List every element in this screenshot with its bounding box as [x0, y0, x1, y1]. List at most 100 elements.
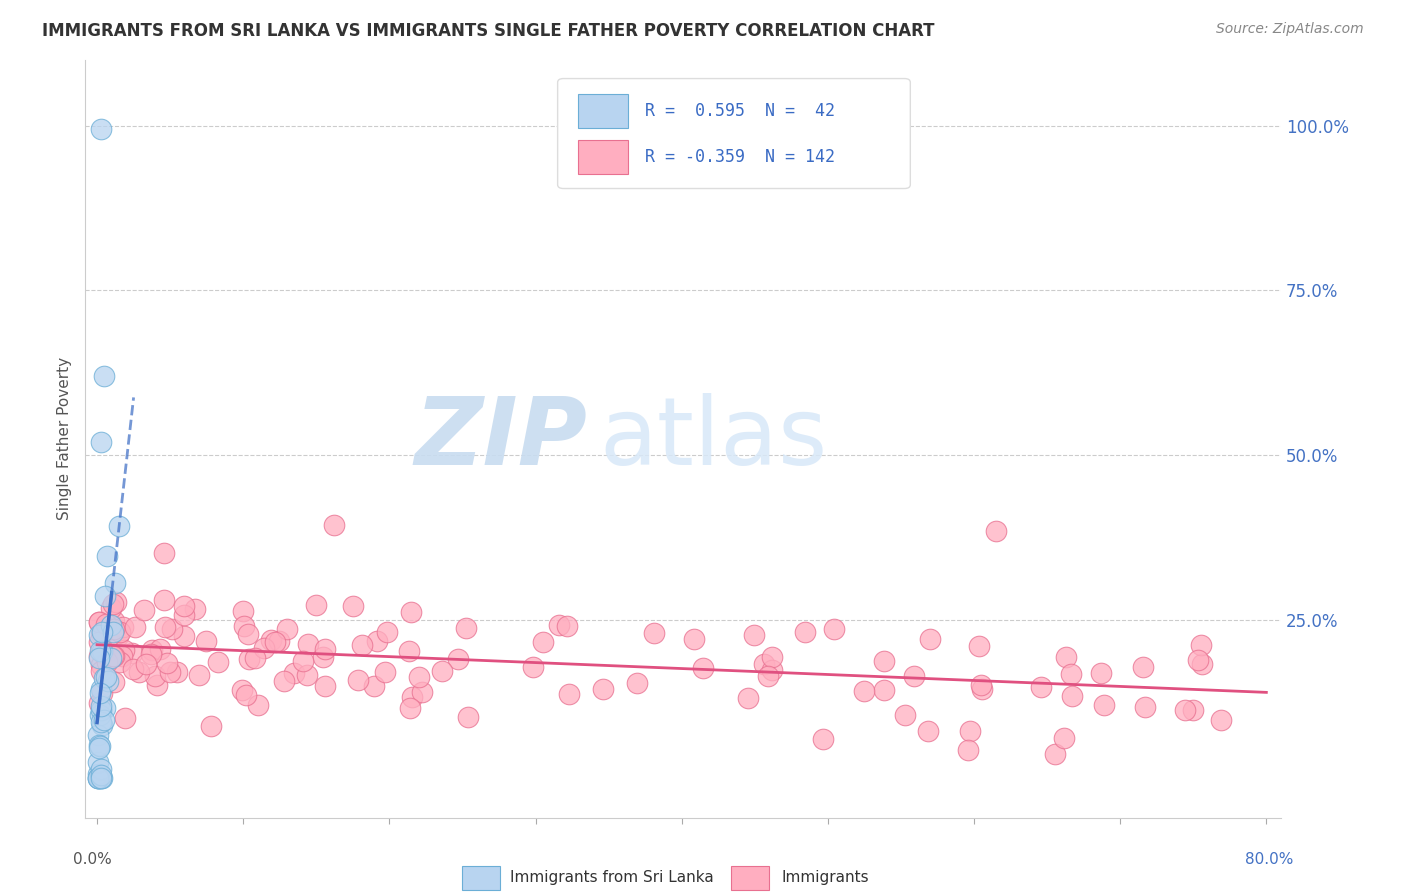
Point: [90, 435, 112, 450]
Point: [235, 688, 257, 702]
Point: [957, 743, 980, 757]
Point: [894, 708, 917, 723]
Point: [430, 664, 453, 678]
Point: [103, 622, 125, 636]
Point: [87, 772, 110, 786]
Point: [146, 678, 169, 692]
Text: atlas: atlas: [599, 392, 828, 484]
Point: [761, 650, 783, 665]
Point: [245, 650, 267, 665]
Point: [90, 768, 112, 782]
Point: [108, 625, 131, 640]
Point: [90, 121, 112, 136]
Point: [101, 643, 124, 657]
Point: [852, 683, 875, 698]
Point: [90, 772, 112, 786]
Point: [93, 713, 115, 727]
Point: [207, 655, 229, 669]
Point: [1182, 703, 1205, 717]
Point: [107, 629, 129, 643]
Point: [90, 718, 112, 732]
Point: [457, 710, 479, 724]
Point: [959, 724, 981, 739]
Point: [238, 652, 260, 666]
Point: [408, 670, 430, 684]
Y-axis label: Single Father Poverty: Single Father Poverty: [58, 357, 72, 520]
Text: Immigrants: Immigrants: [782, 871, 869, 886]
Point: [314, 679, 336, 693]
Point: [692, 660, 714, 674]
Point: [93, 671, 115, 685]
Point: [643, 625, 665, 640]
Point: [352, 638, 374, 652]
Point: [108, 519, 131, 533]
Point: [297, 637, 319, 651]
Text: 80.0%: 80.0%: [1244, 852, 1294, 867]
Point: [101, 648, 124, 663]
Point: [114, 711, 136, 725]
Point: [91, 646, 114, 660]
Point: [89, 739, 111, 753]
Point: [253, 640, 276, 655]
Point: [91, 625, 114, 640]
Point: [87, 766, 110, 780]
Point: [148, 642, 170, 657]
Bar: [463, 866, 501, 890]
Point: [1187, 653, 1209, 667]
Point: [128, 665, 150, 680]
Point: [111, 648, 134, 663]
Point: [155, 657, 177, 671]
Point: [90, 681, 112, 696]
Text: Source: ZipAtlas.com: Source: ZipAtlas.com: [1216, 22, 1364, 37]
Bar: [578, 140, 628, 174]
Point: [94, 670, 117, 684]
Point: [232, 618, 254, 632]
Point: [103, 649, 125, 664]
Point: [91, 772, 114, 786]
Point: [90, 772, 112, 786]
Point: [737, 691, 759, 706]
Point: [89, 685, 111, 699]
Point: [399, 701, 422, 715]
Point: [682, 632, 704, 646]
Point: [626, 676, 648, 690]
Point: [273, 673, 295, 688]
Point: [87, 738, 110, 752]
Point: [87, 628, 110, 642]
Point: [97, 673, 120, 688]
Point: [264, 634, 287, 648]
Point: [87, 635, 110, 649]
Point: [152, 593, 174, 607]
Point: [873, 654, 896, 668]
Point: [401, 605, 423, 619]
Text: R = -0.359  N = 142: R = -0.359 N = 142: [645, 148, 835, 166]
Point: [100, 650, 122, 665]
Point: [1043, 747, 1066, 761]
Point: [100, 618, 122, 632]
Point: [1031, 680, 1053, 694]
Text: 0.0%: 0.0%: [73, 852, 112, 867]
Point: [314, 641, 336, 656]
Point: [236, 627, 259, 641]
Point: [873, 682, 896, 697]
Point: [141, 643, 163, 657]
Point: [90, 627, 112, 641]
Point: [794, 625, 817, 640]
Point: [823, 623, 845, 637]
Point: [87, 772, 110, 786]
Point: [87, 728, 110, 742]
Point: [187, 667, 209, 681]
Point: [87, 615, 110, 629]
Point: [103, 675, 125, 690]
Point: [401, 690, 423, 704]
Point: [105, 594, 128, 608]
Point: [346, 673, 368, 687]
Point: [104, 576, 127, 591]
Point: [166, 665, 188, 679]
Point: [1132, 659, 1154, 673]
Point: [173, 607, 195, 622]
Point: [93, 369, 115, 384]
Point: [246, 698, 269, 712]
Point: [276, 622, 298, 636]
Point: [90, 644, 112, 658]
